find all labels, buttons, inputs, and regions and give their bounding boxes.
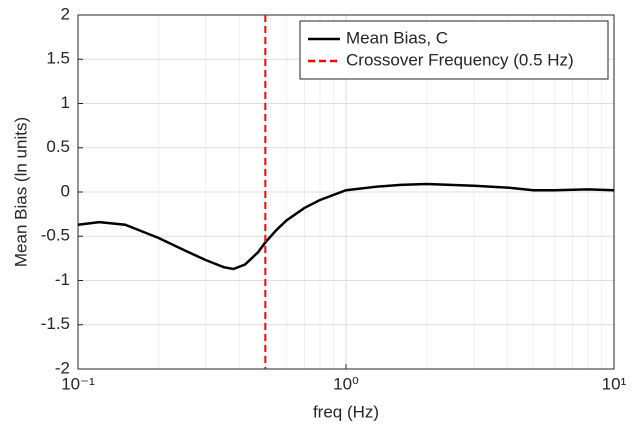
legend-label: Mean Bias, C — [346, 28, 448, 47]
x-tick-label: 10¹ — [602, 374, 627, 393]
y-tick-label: 1 — [61, 93, 70, 112]
x-tick-label: 10⁰ — [333, 374, 359, 393]
y-axis-label: Mean Bias (ln units) — [11, 117, 30, 267]
y-tick-label: 1.5 — [46, 49, 70, 68]
y-tick-label: 2 — [61, 4, 70, 23]
y-tick-label: -0.5 — [41, 226, 70, 245]
line — [77, 182, 615, 271]
y-tick-label: -2 — [55, 358, 70, 377]
y-tick-label: 0.5 — [46, 137, 70, 156]
legend-box — [299, 20, 609, 80]
legend-label: Crossover Frequency (0.5 Hz) — [346, 50, 574, 69]
y-tick-label: 0 — [61, 181, 70, 200]
x-tick-label: 10⁻¹ — [61, 374, 95, 393]
plot-frame — [77, 14, 615, 370]
y-tick-label: -1.5 — [41, 314, 70, 333]
y-tick-label: -1 — [55, 270, 70, 289]
x-axis-label: freq (Hz) — [313, 402, 379, 421]
